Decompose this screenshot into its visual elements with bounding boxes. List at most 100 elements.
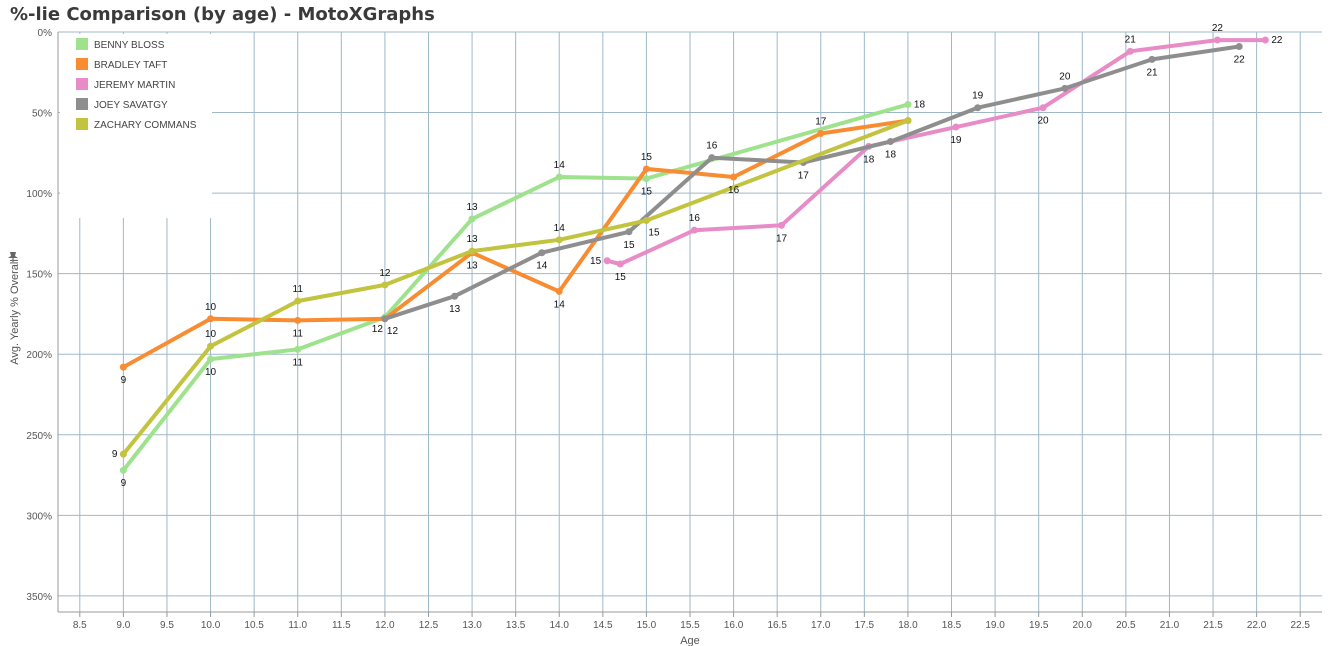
data-label: 14 (554, 299, 566, 310)
x-tick-label: 12.5 (419, 620, 439, 631)
data-point[interactable] (708, 154, 716, 162)
legend-item-label[interactable]: BRADLEY TAFT (94, 60, 167, 71)
x-tick-label: 15.0 (637, 620, 657, 631)
series-zachary-commans[interactable] (119, 117, 912, 458)
legend-swatch[interactable] (76, 118, 88, 130)
data-point[interactable] (1235, 43, 1243, 50)
legend-swatch[interactable] (76, 78, 88, 90)
data-point[interactable] (603, 257, 611, 265)
data-point[interactable] (642, 165, 650, 173)
data-label: 18 (885, 150, 897, 161)
data-label: 19 (972, 91, 984, 102)
data-point[interactable] (468, 215, 476, 223)
data-point[interactable] (555, 173, 563, 181)
data-label: 10 (205, 329, 217, 340)
data-point[interactable] (468, 247, 476, 255)
data-point[interactable] (119, 450, 127, 458)
data-point[interactable] (207, 355, 215, 363)
data-point[interactable] (538, 249, 546, 257)
y-tick-label: 200% (26, 350, 52, 361)
data-point[interactable] (451, 292, 459, 300)
data-label: 19 (950, 135, 962, 146)
legend[interactable]: BENNY BLOSS BRADLEY TAFT JEREMY MARTIN JOEY… (60, 34, 212, 218)
data-point[interactable] (1061, 84, 1069, 92)
data-point[interactable] (778, 221, 786, 229)
data-point[interactable] (730, 173, 738, 181)
data-point[interactable] (886, 138, 894, 146)
chart-title: %-lie Comparison (by age) - MotoXGraphs (10, 4, 435, 25)
data-label: 15 (590, 256, 602, 267)
legend-item-label[interactable]: BENNY BLOSS (94, 40, 165, 51)
data-label: 20 (1037, 116, 1049, 127)
series-line-jeremy-martin[interactable] (605, 38, 1268, 266)
data-label: 16 (706, 141, 718, 152)
data-point[interactable] (555, 287, 563, 295)
legend-swatch[interactable] (76, 38, 88, 50)
x-tick-label: 17.5 (855, 620, 875, 631)
x-tick-label: 18.5 (942, 620, 962, 631)
data-point[interactable] (1126, 47, 1134, 55)
series-jeremy-martin[interactable] (603, 36, 1269, 268)
data-point[interactable] (1039, 104, 1047, 112)
point-labels: 9 10 11 12 13 14 15 18 9 10 11 12 13 14 15 16 17 15 15 16 17… (112, 23, 1283, 489)
data-point[interactable] (974, 104, 982, 112)
legend-item-label[interactable]: JEREMY MARTIN (94, 80, 175, 91)
y-axis: 0% 50% 100% 150% 200% 250% 300% 350% (26, 28, 52, 603)
x-tick-label: 18.0 (898, 620, 918, 631)
x-tick-label: 15.5 (680, 620, 700, 631)
data-point[interactable] (642, 175, 650, 183)
y-tick-label: 100% (26, 189, 52, 200)
data-point[interactable] (294, 316, 302, 324)
x-tick-label: 21.0 (1160, 620, 1180, 631)
data-point[interactable] (207, 342, 215, 350)
y-tick-label: 250% (26, 431, 52, 442)
legend-swatch[interactable] (76, 58, 88, 70)
x-tick-label: 22.5 (1290, 620, 1310, 631)
data-point[interactable] (625, 228, 633, 236)
y-axis-title: Avg. Yearly % Overall (9, 259, 21, 365)
pin-icon[interactable] (8, 252, 18, 262)
data-point[interactable] (381, 315, 389, 323)
data-label: 13 (467, 202, 479, 213)
data-label: 11 (293, 357, 304, 368)
data-point[interactable] (616, 260, 624, 268)
data-label: 17 (798, 171, 810, 182)
x-tick-label: 20.0 (1073, 620, 1093, 631)
data-label: 13 (449, 304, 461, 315)
data-point[interactable] (1213, 36, 1221, 44)
data-point[interactable] (952, 123, 960, 131)
data-point[interactable] (381, 281, 389, 289)
legend-swatch[interactable] (76, 98, 88, 110)
data-point[interactable] (555, 236, 563, 244)
data-point[interactable] (1148, 55, 1156, 63)
data-point[interactable] (119, 363, 127, 371)
data-label: 10 (205, 302, 217, 313)
data-label: 15 (615, 272, 627, 283)
series-line-bradley-taft[interactable] (121, 118, 910, 370)
data-point[interactable] (207, 315, 215, 323)
x-tick-label: 9.5 (160, 620, 174, 631)
legend-item-label[interactable]: ZACHARY COMMANS (94, 120, 197, 131)
data-point[interactable] (294, 345, 302, 353)
x-axis-title: Age (680, 635, 700, 646)
data-point[interactable] (904, 101, 912, 108)
data-label: 15 (648, 228, 660, 239)
data-label: 20 (1059, 71, 1071, 82)
data-point[interactable] (119, 466, 127, 474)
x-tick-label: 13.5 (506, 620, 526, 631)
series-line-zachary-commans[interactable] (121, 118, 910, 457)
x-tick-label: 11.0 (288, 620, 307, 631)
data-point[interactable] (817, 130, 825, 137)
data-point[interactable] (642, 217, 650, 224)
data-label: 10 (205, 367, 217, 378)
data-point[interactable] (1261, 36, 1269, 44)
data-point[interactable] (294, 297, 302, 305)
data-point[interactable] (690, 226, 698, 234)
x-tick-label: 8.5 (73, 620, 87, 631)
x-tick-label: 11.5 (332, 620, 351, 631)
legend-item-label[interactable]: JOEY SAVATGY (94, 100, 168, 111)
x-tick-label: 22.0 (1247, 620, 1267, 631)
data-point[interactable] (904, 117, 912, 125)
data-label: 17 (815, 117, 827, 128)
